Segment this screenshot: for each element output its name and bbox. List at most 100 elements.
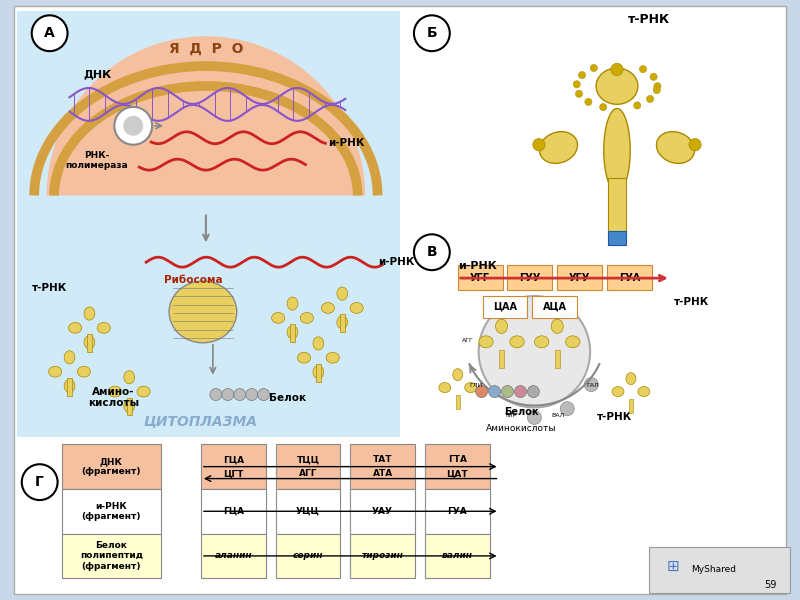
Ellipse shape bbox=[337, 316, 348, 329]
FancyBboxPatch shape bbox=[425, 445, 490, 489]
Text: УАУ: УАУ bbox=[372, 507, 393, 516]
Text: ГУУ: ГУУ bbox=[519, 272, 541, 283]
Ellipse shape bbox=[84, 307, 95, 320]
Text: серин: серин bbox=[293, 551, 323, 560]
Text: Г: Г bbox=[35, 475, 44, 489]
Ellipse shape bbox=[108, 386, 122, 397]
Ellipse shape bbox=[534, 336, 549, 348]
Ellipse shape bbox=[350, 302, 363, 313]
Circle shape bbox=[476, 386, 487, 398]
Ellipse shape bbox=[596, 68, 638, 104]
Text: ТИР: ТИР bbox=[505, 413, 518, 418]
Ellipse shape bbox=[313, 365, 324, 379]
Circle shape bbox=[414, 16, 450, 51]
Ellipse shape bbox=[49, 366, 62, 377]
Circle shape bbox=[654, 83, 661, 90]
Text: ДНК: ДНК bbox=[83, 69, 111, 79]
Text: Я  Д  Р  О: Я Д Р О bbox=[169, 42, 243, 56]
FancyBboxPatch shape bbox=[425, 489, 490, 533]
Ellipse shape bbox=[169, 281, 237, 343]
Circle shape bbox=[639, 65, 646, 73]
Text: ГЦА: ГЦА bbox=[222, 507, 244, 516]
Circle shape bbox=[258, 389, 270, 401]
Circle shape bbox=[650, 73, 658, 80]
Text: А: А bbox=[44, 26, 55, 40]
Ellipse shape bbox=[604, 109, 630, 192]
FancyBboxPatch shape bbox=[87, 334, 92, 352]
FancyBboxPatch shape bbox=[340, 314, 345, 332]
Text: ГЦА: ГЦА bbox=[222, 455, 244, 464]
Text: Белок
полипептид
(фрагмент): Белок полипептид (фрагмент) bbox=[80, 541, 143, 571]
Text: ЦАА: ЦАА bbox=[493, 302, 517, 312]
Ellipse shape bbox=[453, 368, 462, 380]
Ellipse shape bbox=[64, 351, 75, 364]
Circle shape bbox=[210, 389, 222, 401]
Text: ГТА: ГТА bbox=[448, 455, 466, 464]
Text: ЦИТОПЛАЗМА: ЦИТОПЛАЗМА bbox=[144, 415, 258, 428]
Text: ТЦЦ: ТЦЦ bbox=[297, 455, 319, 464]
FancyBboxPatch shape bbox=[482, 296, 527, 318]
Circle shape bbox=[514, 386, 526, 398]
Ellipse shape bbox=[612, 386, 624, 397]
Text: и-РНК: и-РНК bbox=[378, 257, 414, 267]
Text: УГУ: УГУ bbox=[569, 272, 590, 283]
Circle shape bbox=[611, 64, 623, 76]
Circle shape bbox=[578, 71, 586, 79]
Ellipse shape bbox=[287, 326, 298, 339]
Circle shape bbox=[246, 389, 258, 401]
Ellipse shape bbox=[124, 371, 134, 384]
FancyBboxPatch shape bbox=[62, 445, 161, 489]
Circle shape bbox=[22, 464, 58, 500]
Ellipse shape bbox=[337, 287, 348, 300]
Circle shape bbox=[414, 235, 450, 270]
Text: ГАЛ: ГАЛ bbox=[586, 383, 599, 388]
Text: и-РНК: и-РНК bbox=[458, 261, 497, 271]
Ellipse shape bbox=[539, 131, 578, 163]
FancyBboxPatch shape bbox=[649, 547, 790, 593]
Circle shape bbox=[584, 377, 598, 392]
Text: тирозин: тирозин bbox=[362, 551, 403, 560]
Ellipse shape bbox=[124, 400, 134, 412]
FancyBboxPatch shape bbox=[608, 178, 626, 234]
Text: УГГ: УГГ bbox=[470, 272, 490, 283]
Circle shape bbox=[653, 86, 661, 94]
FancyBboxPatch shape bbox=[290, 324, 295, 342]
Ellipse shape bbox=[322, 302, 334, 313]
Ellipse shape bbox=[326, 352, 339, 363]
Ellipse shape bbox=[510, 336, 524, 348]
Text: ТАТ: ТАТ bbox=[373, 455, 392, 464]
Ellipse shape bbox=[479, 336, 493, 348]
Text: т-РНК: т-РНК bbox=[628, 13, 670, 26]
Circle shape bbox=[502, 386, 514, 398]
Text: ГУА: ГУА bbox=[447, 507, 467, 516]
Circle shape bbox=[527, 386, 539, 398]
Ellipse shape bbox=[313, 337, 324, 350]
Text: Б: Б bbox=[426, 26, 437, 40]
Text: УЦЦ: УЦЦ bbox=[296, 507, 320, 516]
Text: MyShared: MyShared bbox=[690, 565, 736, 574]
FancyBboxPatch shape bbox=[499, 350, 504, 368]
FancyBboxPatch shape bbox=[275, 489, 340, 533]
FancyBboxPatch shape bbox=[425, 533, 490, 578]
FancyBboxPatch shape bbox=[555, 350, 560, 368]
Circle shape bbox=[489, 386, 501, 398]
FancyBboxPatch shape bbox=[275, 445, 340, 489]
Text: ДНК
(фрагмент): ДНК (фрагмент) bbox=[82, 457, 141, 476]
FancyBboxPatch shape bbox=[350, 489, 415, 533]
Ellipse shape bbox=[98, 322, 110, 333]
Circle shape bbox=[478, 296, 590, 407]
Circle shape bbox=[114, 107, 152, 145]
Text: ГЛИ: ГЛИ bbox=[469, 383, 482, 388]
Ellipse shape bbox=[64, 379, 75, 392]
Text: Аминокислоты: Аминокислоты bbox=[486, 424, 557, 433]
Text: 59: 59 bbox=[764, 580, 777, 590]
Ellipse shape bbox=[78, 366, 90, 377]
Circle shape bbox=[646, 95, 654, 103]
Circle shape bbox=[560, 401, 574, 416]
Circle shape bbox=[533, 139, 545, 151]
Ellipse shape bbox=[551, 319, 563, 334]
FancyBboxPatch shape bbox=[201, 445, 266, 489]
Circle shape bbox=[573, 80, 580, 88]
Text: аланин: аланин bbox=[214, 551, 252, 560]
Text: Белок: Белок bbox=[504, 407, 538, 416]
